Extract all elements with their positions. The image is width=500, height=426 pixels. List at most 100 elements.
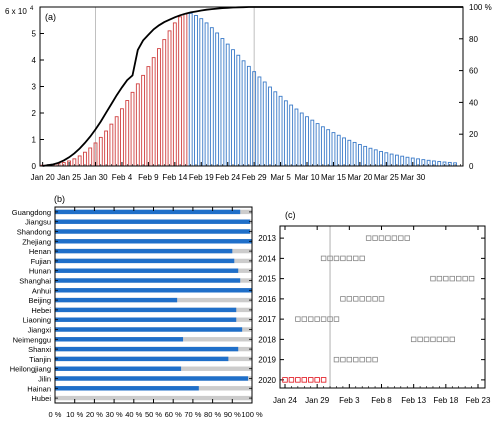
- holiday-day-box: [449, 275, 455, 282]
- bar-red: [109, 123, 114, 167]
- bar-share: [55, 346, 239, 352]
- bar-blue: [299, 112, 304, 167]
- year-label: 2019: [258, 356, 276, 365]
- bar-blue: [278, 95, 283, 167]
- holiday-day-box: [398, 235, 404, 241]
- y-tick-label-right: 60: [469, 67, 478, 76]
- province-label: Jiangxi: [28, 326, 52, 335]
- x-tick-label-a: Mar 20: [347, 173, 372, 182]
- y-tick-label-right: 80: [469, 35, 478, 44]
- y-tick-label-left: 5: [32, 30, 37, 39]
- y-tick-label-right: 0: [469, 162, 474, 171]
- bar-blue: [326, 129, 331, 167]
- plot-frame-b: [54, 206, 253, 404]
- x-tick-label-a: Jan 20: [31, 173, 56, 182]
- holiday-day-box: [443, 275, 449, 282]
- bar-blue: [363, 145, 368, 167]
- bar-red: [125, 100, 130, 167]
- province-label: Neimenggu: [13, 335, 51, 344]
- holiday-day-box: [410, 336, 417, 343]
- holiday-day-box: [314, 316, 320, 322]
- bar-red: [172, 22, 177, 167]
- x-tick-label-b: 30 %: [106, 410, 123, 419]
- panel-label-b: (b): [54, 194, 65, 204]
- x-tick-label-a: Jan 30: [84, 173, 109, 182]
- y-tick-label-left: 2: [32, 109, 37, 118]
- holiday-day-box: [436, 336, 443, 343]
- holiday-day-box: [327, 316, 333, 322]
- x-tick-label-c: Feb 23: [466, 396, 491, 405]
- province-label: Hebei: [31, 306, 51, 315]
- year-label: 2013: [258, 234, 276, 243]
- x-tick-label-b: 80 %: [204, 410, 221, 419]
- holiday-day-box: [320, 316, 327, 322]
- holiday-day-box: [359, 296, 365, 302]
- x-tick-label-b: 70 %: [184, 410, 201, 419]
- bar-share: [55, 248, 233, 254]
- year-label: 2016: [258, 295, 276, 304]
- holiday-day-box: [301, 377, 307, 383]
- bar-blue: [194, 15, 198, 167]
- y-tick-label-right: 100 %: [469, 3, 492, 12]
- holiday-day-box: [423, 336, 430, 343]
- holiday-day-box: [340, 296, 346, 302]
- holiday-day-box: [468, 275, 475, 282]
- bar-share: [55, 366, 182, 371]
- bar-red: [88, 147, 93, 167]
- province-label: Shanghai: [19, 277, 51, 286]
- holiday-day-box: [333, 316, 340, 322]
- x-tick-label-a: Jan 25: [57, 173, 82, 182]
- x-tick-label-b: 60 %: [165, 410, 182, 419]
- bar-blue: [336, 134, 341, 167]
- panel-label-c: (c): [285, 210, 296, 220]
- bar-red: [167, 30, 172, 167]
- bar-background: [55, 395, 252, 401]
- holiday-day-box: [353, 356, 359, 363]
- x-tick-label-a: Mar 5: [270, 173, 291, 182]
- bar-red: [178, 16, 183, 167]
- holiday-day-box: [372, 296, 378, 302]
- bar-blue: [331, 132, 336, 167]
- province-label: Liaoning: [23, 316, 51, 325]
- y-tick-label-left: 3: [32, 83, 37, 92]
- bar-blue: [320, 126, 325, 167]
- bar-blue: [273, 91, 278, 167]
- holiday-day-box: [365, 356, 372, 363]
- province-label: Shanxi: [28, 345, 51, 354]
- bar-share: [55, 297, 178, 303]
- plot-frame-c: [279, 225, 486, 389]
- bar-blue: [437, 161, 442, 167]
- x-tick-label-c: Jan 24: [273, 396, 298, 405]
- bar-blue: [305, 116, 309, 167]
- province-label: Fujian: [31, 257, 51, 266]
- province-label: Hubei: [31, 394, 51, 403]
- holiday-day-box: [436, 275, 443, 282]
- x-tick-label-c: Jan 29: [305, 396, 330, 405]
- x-tick-label-c: Feb 13: [401, 396, 426, 405]
- bar-blue: [294, 108, 299, 167]
- bar-share: [55, 376, 249, 381]
- bar-blue: [225, 43, 230, 167]
- province-label: Zhejiang: [22, 237, 51, 246]
- bar-red: [162, 39, 167, 167]
- bar-blue: [209, 27, 214, 167]
- bar-blue: [188, 12, 193, 167]
- bar-blue: [268, 86, 272, 167]
- bar-blue: [246, 65, 251, 167]
- bar-share: [55, 288, 252, 293]
- bar-blue: [352, 141, 357, 167]
- x-tick-label-b: 10 %: [66, 410, 83, 419]
- bar-blue: [289, 104, 294, 167]
- holiday-day-box: [353, 255, 359, 262]
- year-label: 2017: [258, 315, 276, 324]
- holiday-day-box: [378, 296, 385, 302]
- bar-blue: [368, 147, 373, 167]
- x-tick-label-a: Feb 4: [112, 173, 133, 182]
- panel-c: 2013 2014 2015 2016 2017 2018 2019 2020 Jan 24 Ja…: [258, 210, 491, 405]
- x-tick-label-a: Feb 9: [138, 173, 159, 182]
- bar-blue: [220, 38, 225, 167]
- bar-blue: [373, 149, 378, 167]
- panel-label-a: (a): [45, 12, 56, 22]
- holiday-day-box: [346, 296, 353, 302]
